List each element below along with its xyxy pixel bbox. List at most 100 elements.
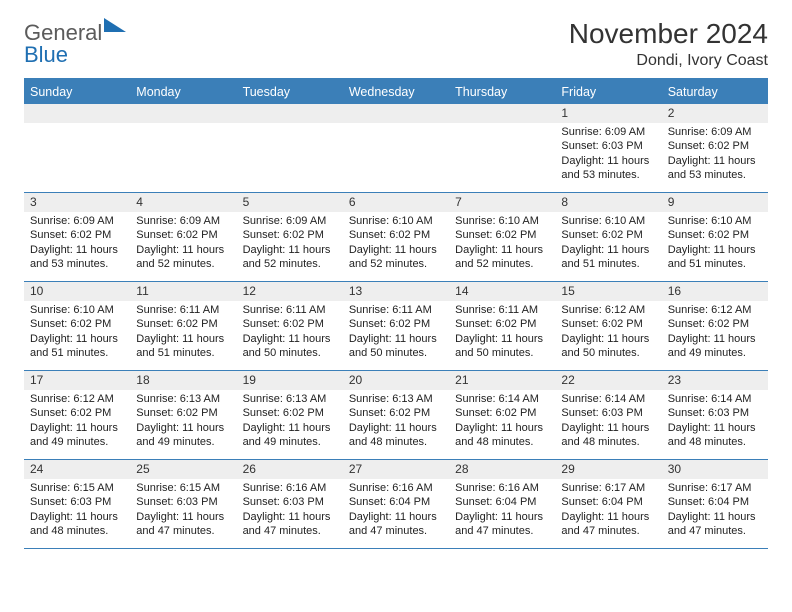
daylight-text: and 48 minutes. bbox=[30, 524, 124, 538]
day-cell: 28Sunrise: 6:16 AMSunset: 6:04 PMDayligh… bbox=[449, 460, 555, 548]
daylight-text: Daylight: 11 hours bbox=[455, 243, 549, 257]
sunrise-text: Sunrise: 6:09 AM bbox=[243, 214, 337, 228]
daylight-text: Daylight: 11 hours bbox=[349, 243, 443, 257]
daylight-text: Daylight: 11 hours bbox=[136, 510, 230, 524]
sunset-text: Sunset: 6:02 PM bbox=[243, 406, 337, 420]
sunrise-text: Sunrise: 6:11 AM bbox=[136, 303, 230, 317]
daylight-text: and 53 minutes. bbox=[561, 168, 655, 182]
day-number: 27 bbox=[343, 460, 449, 479]
daylight-text: Daylight: 11 hours bbox=[349, 510, 443, 524]
day-number: 26 bbox=[237, 460, 343, 479]
daylight-text: and 51 minutes. bbox=[136, 346, 230, 360]
daylight-text: Daylight: 11 hours bbox=[561, 332, 655, 346]
day-cell: 5Sunrise: 6:09 AMSunset: 6:02 PMDaylight… bbox=[237, 193, 343, 281]
sunset-text: Sunset: 6:02 PM bbox=[136, 406, 230, 420]
empty-cell bbox=[449, 104, 555, 192]
empty-day-bar bbox=[237, 104, 343, 123]
sunrise-text: Sunrise: 6:10 AM bbox=[455, 214, 549, 228]
day-number: 23 bbox=[662, 371, 768, 390]
week-row: 17Sunrise: 6:12 AMSunset: 6:02 PMDayligh… bbox=[24, 371, 768, 460]
daylight-text: Daylight: 11 hours bbox=[455, 510, 549, 524]
day-cell: 10Sunrise: 6:10 AMSunset: 6:02 PMDayligh… bbox=[24, 282, 130, 370]
sunrise-text: Sunrise: 6:16 AM bbox=[455, 481, 549, 495]
day-number: 3 bbox=[24, 193, 130, 212]
daylight-text: and 52 minutes. bbox=[136, 257, 230, 271]
day-cell: 19Sunrise: 6:13 AMSunset: 6:02 PMDayligh… bbox=[237, 371, 343, 459]
day-number: 8 bbox=[555, 193, 661, 212]
sunrise-text: Sunrise: 6:13 AM bbox=[136, 392, 230, 406]
week-row: 24Sunrise: 6:15 AMSunset: 6:03 PMDayligh… bbox=[24, 460, 768, 549]
sunrise-text: Sunrise: 6:15 AM bbox=[30, 481, 124, 495]
day-number: 24 bbox=[24, 460, 130, 479]
day-cell: 27Sunrise: 6:16 AMSunset: 6:04 PMDayligh… bbox=[343, 460, 449, 548]
sunrise-text: Sunrise: 6:17 AM bbox=[668, 481, 762, 495]
empty-cell bbox=[237, 104, 343, 192]
day-number: 10 bbox=[24, 282, 130, 301]
sunrise-text: Sunrise: 6:10 AM bbox=[349, 214, 443, 228]
empty-cell bbox=[24, 104, 130, 192]
sunrise-text: Sunrise: 6:13 AM bbox=[349, 392, 443, 406]
sunrise-text: Sunrise: 6:10 AM bbox=[561, 214, 655, 228]
sunrise-text: Sunrise: 6:14 AM bbox=[561, 392, 655, 406]
daylight-text: Daylight: 11 hours bbox=[668, 510, 762, 524]
day-number: 4 bbox=[130, 193, 236, 212]
day-number: 14 bbox=[449, 282, 555, 301]
logo-text: General Blue bbox=[24, 18, 126, 66]
sunset-text: Sunset: 6:02 PM bbox=[455, 317, 549, 331]
weekday-label: Thursday bbox=[449, 80, 555, 104]
day-number: 29 bbox=[555, 460, 661, 479]
day-number: 2 bbox=[662, 104, 768, 123]
logo-triangle-icon bbox=[104, 18, 126, 32]
daylight-text: Daylight: 11 hours bbox=[136, 243, 230, 257]
daylight-text: and 50 minutes. bbox=[349, 346, 443, 360]
sunset-text: Sunset: 6:02 PM bbox=[136, 228, 230, 242]
daylight-text: and 52 minutes. bbox=[349, 257, 443, 271]
sunrise-text: Sunrise: 6:12 AM bbox=[668, 303, 762, 317]
daylight-text: Daylight: 11 hours bbox=[561, 510, 655, 524]
sunrise-text: Sunrise: 6:11 AM bbox=[243, 303, 337, 317]
daylight-text: and 50 minutes. bbox=[455, 346, 549, 360]
daylight-text: Daylight: 11 hours bbox=[30, 243, 124, 257]
daylight-text: and 51 minutes. bbox=[668, 257, 762, 271]
daylight-text: and 47 minutes. bbox=[561, 524, 655, 538]
day-cell: 8Sunrise: 6:10 AMSunset: 6:02 PMDaylight… bbox=[555, 193, 661, 281]
day-number: 12 bbox=[237, 282, 343, 301]
sunrise-text: Sunrise: 6:17 AM bbox=[561, 481, 655, 495]
daylight-text: Daylight: 11 hours bbox=[349, 421, 443, 435]
daylight-text: and 48 minutes. bbox=[455, 435, 549, 449]
sunrise-text: Sunrise: 6:13 AM bbox=[243, 392, 337, 406]
daylight-text: Daylight: 11 hours bbox=[30, 510, 124, 524]
month-title: November 2024 bbox=[569, 18, 768, 50]
sunset-text: Sunset: 6:03 PM bbox=[136, 495, 230, 509]
sunset-text: Sunset: 6:02 PM bbox=[668, 139, 762, 153]
day-number: 21 bbox=[449, 371, 555, 390]
daylight-text: and 49 minutes. bbox=[243, 435, 337, 449]
daylight-text: Daylight: 11 hours bbox=[243, 421, 337, 435]
sunset-text: Sunset: 6:02 PM bbox=[668, 228, 762, 242]
day-cell: 1Sunrise: 6:09 AMSunset: 6:03 PMDaylight… bbox=[555, 104, 661, 192]
weekday-label: Saturday bbox=[662, 80, 768, 104]
day-cell: 4Sunrise: 6:09 AMSunset: 6:02 PMDaylight… bbox=[130, 193, 236, 281]
weekday-label: Tuesday bbox=[237, 80, 343, 104]
day-number: 15 bbox=[555, 282, 661, 301]
day-cell: 18Sunrise: 6:13 AMSunset: 6:02 PMDayligh… bbox=[130, 371, 236, 459]
sunset-text: Sunset: 6:02 PM bbox=[455, 406, 549, 420]
sunset-text: Sunset: 6:02 PM bbox=[349, 317, 443, 331]
sunset-text: Sunset: 6:04 PM bbox=[455, 495, 549, 509]
daylight-text: Daylight: 11 hours bbox=[30, 332, 124, 346]
sunset-text: Sunset: 6:02 PM bbox=[668, 317, 762, 331]
daylight-text: and 47 minutes. bbox=[243, 524, 337, 538]
sunset-text: Sunset: 6:02 PM bbox=[455, 228, 549, 242]
day-number: 7 bbox=[449, 193, 555, 212]
week-row: 3Sunrise: 6:09 AMSunset: 6:02 PMDaylight… bbox=[24, 193, 768, 282]
sunrise-text: Sunrise: 6:09 AM bbox=[561, 125, 655, 139]
day-cell: 2Sunrise: 6:09 AMSunset: 6:02 PMDaylight… bbox=[662, 104, 768, 192]
sunset-text: Sunset: 6:02 PM bbox=[349, 406, 443, 420]
daylight-text: and 47 minutes. bbox=[349, 524, 443, 538]
logo-word2: Blue bbox=[24, 42, 68, 67]
sunset-text: Sunset: 6:02 PM bbox=[30, 228, 124, 242]
day-number: 16 bbox=[662, 282, 768, 301]
sunrise-text: Sunrise: 6:16 AM bbox=[349, 481, 443, 495]
daylight-text: Daylight: 11 hours bbox=[561, 243, 655, 257]
daylight-text: and 49 minutes. bbox=[668, 346, 762, 360]
